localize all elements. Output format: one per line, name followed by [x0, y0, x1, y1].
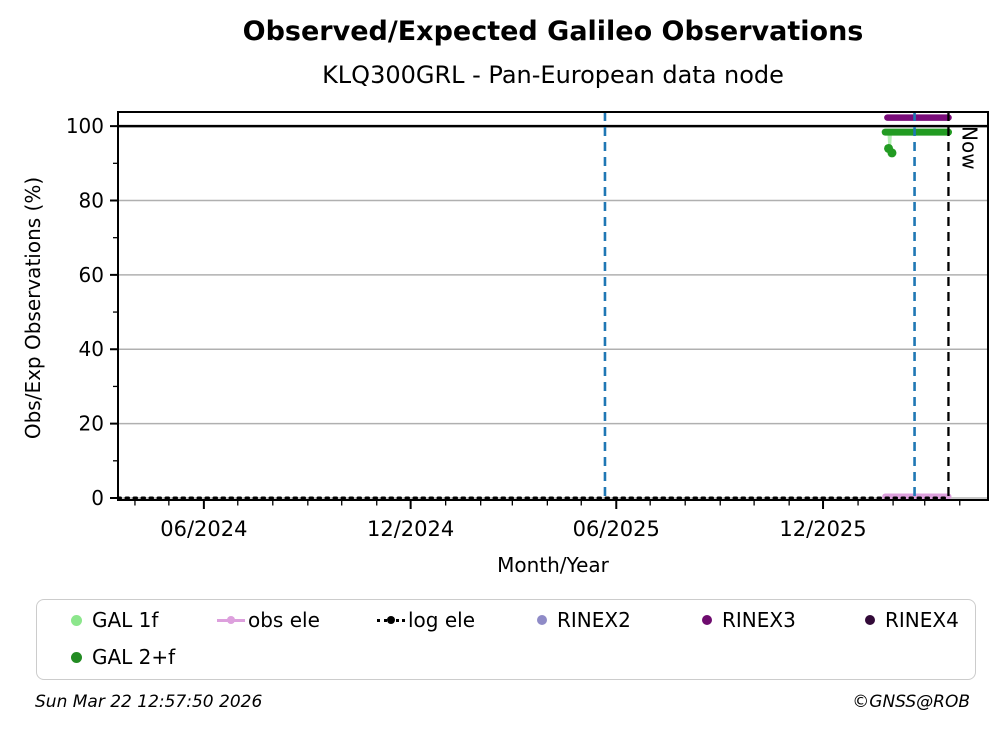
legend-label: GAL 2+f: [92, 645, 176, 669]
y-tick-label: 0: [91, 486, 104, 510]
chart-subtitle: KLQ300GRL - Pan-European data node: [322, 61, 784, 89]
legend-dot-marker: [71, 651, 82, 663]
y-tick-label: 100: [66, 114, 104, 138]
x-tick-label: 12/2025: [779, 517, 866, 541]
now-label: Now: [957, 126, 981, 170]
y-tick-label: 20: [79, 412, 104, 436]
legend-label: RINEX3: [722, 608, 796, 632]
legend: GAL 1f GAL 2+f obs ele log ele RINEX2 RINEX3 R…: [36, 599, 976, 680]
legend-item-gal-2-f: GAL 2+f: [65, 643, 175, 671]
plot-border: [117, 111, 989, 501]
legend-dot-marker: [537, 615, 547, 625]
chart-title: Observed/Expected Galileo Observations: [242, 16, 864, 47]
legend-label: obs ele: [248, 608, 320, 632]
copyright-text: ©GNSS@ROB: [852, 692, 970, 712]
x-axis-label: Month/Year: [497, 553, 609, 577]
legend-label: log ele: [408, 608, 476, 632]
legend-label: GAL 1f: [92, 608, 159, 632]
legend-item-obs-ele: obs ele: [217, 606, 320, 634]
legend-item-rinex3: RINEX3: [696, 606, 796, 634]
y-tick-label: 80: [79, 189, 104, 213]
legend-label: RINEX2: [557, 608, 631, 632]
legend-item-gal-1f: GAL 1f: [65, 606, 158, 634]
y-tick-label: 60: [79, 263, 104, 287]
x-tick-label: 06/2025: [573, 517, 660, 541]
x-tick-label: 06/2024: [160, 517, 247, 541]
legend-dot-marker: [702, 615, 712, 625]
legend-line-marker: [217, 614, 245, 626]
series-gal-2-f-marker: [887, 148, 897, 158]
legend-dot-marker: [865, 615, 875, 625]
timestamp-text: Sun Mar 22 12:57:50 2026: [35, 692, 263, 712]
y-tick-label: 40: [79, 337, 104, 361]
x-tick-label: 12/2024: [367, 517, 454, 541]
legend-item-log-ele: log ele: [377, 606, 475, 634]
legend-line-marker: [377, 614, 405, 626]
legend-item-rinex4: RINEX4: [859, 606, 959, 634]
legend-dot-marker: [71, 614, 82, 626]
legend-item-rinex2: RINEX2: [531, 606, 631, 634]
legend-label: RINEX4: [885, 608, 959, 632]
